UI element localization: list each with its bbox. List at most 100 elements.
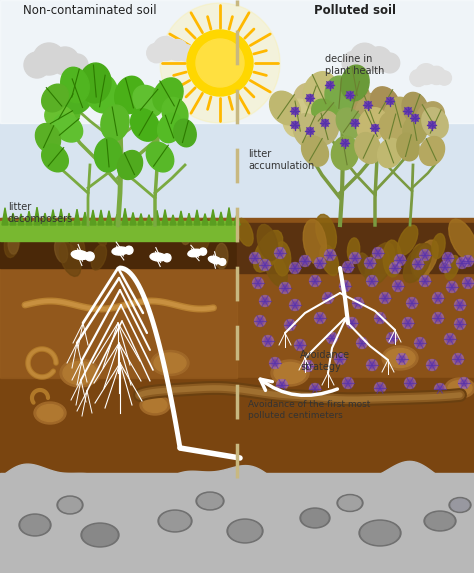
Ellipse shape: [140, 395, 170, 415]
Circle shape: [352, 120, 358, 127]
Circle shape: [257, 318, 263, 324]
Circle shape: [397, 257, 403, 263]
Polygon shape: [384, 97, 412, 133]
Polygon shape: [153, 78, 183, 112]
Polygon shape: [398, 225, 418, 255]
Circle shape: [154, 37, 177, 61]
Circle shape: [442, 264, 448, 270]
Bar: [0, 473, 474, 573]
Ellipse shape: [34, 402, 66, 424]
Bar: [0, 218, 237, 378]
Ellipse shape: [196, 492, 224, 510]
Polygon shape: [181, 223, 192, 245]
Circle shape: [85, 252, 94, 261]
Ellipse shape: [21, 516, 49, 535]
Polygon shape: [34, 207, 40, 225]
Circle shape: [187, 30, 253, 96]
Circle shape: [277, 250, 283, 256]
Circle shape: [356, 337, 367, 348]
Circle shape: [325, 295, 331, 301]
Bar: [0, 218, 474, 478]
Circle shape: [457, 321, 463, 327]
Circle shape: [355, 300, 361, 306]
Circle shape: [461, 380, 467, 386]
Circle shape: [290, 300, 301, 311]
Circle shape: [353, 297, 364, 308]
Polygon shape: [0, 461, 474, 573]
Ellipse shape: [337, 494, 363, 512]
Circle shape: [259, 296, 271, 307]
Ellipse shape: [158, 510, 192, 532]
Circle shape: [276, 379, 288, 391]
Circle shape: [429, 362, 435, 368]
Circle shape: [428, 66, 446, 84]
Ellipse shape: [150, 253, 166, 261]
Circle shape: [404, 378, 416, 388]
Polygon shape: [86, 73, 118, 113]
Polygon shape: [378, 138, 402, 168]
Circle shape: [359, 340, 365, 346]
Polygon shape: [257, 225, 278, 261]
Circle shape: [374, 383, 385, 394]
Circle shape: [167, 40, 188, 61]
Circle shape: [404, 108, 411, 115]
Circle shape: [337, 356, 343, 362]
Polygon shape: [60, 242, 81, 276]
Polygon shape: [312, 99, 338, 127]
Circle shape: [456, 257, 467, 269]
Ellipse shape: [81, 523, 119, 547]
Circle shape: [342, 283, 348, 289]
Ellipse shape: [426, 512, 454, 529]
Polygon shape: [18, 214, 24, 225]
Circle shape: [447, 336, 453, 342]
Ellipse shape: [63, 362, 97, 384]
Circle shape: [365, 257, 375, 269]
Polygon shape: [316, 214, 337, 252]
Polygon shape: [162, 210, 168, 225]
Circle shape: [317, 315, 323, 321]
Circle shape: [366, 47, 392, 72]
Circle shape: [346, 317, 357, 328]
Polygon shape: [383, 240, 401, 277]
Circle shape: [24, 52, 50, 78]
Polygon shape: [82, 212, 88, 225]
Circle shape: [51, 47, 79, 75]
Polygon shape: [101, 105, 129, 141]
Circle shape: [427, 359, 438, 371]
Text: Polluted soil: Polluted soil: [314, 3, 396, 17]
Circle shape: [367, 260, 373, 266]
Polygon shape: [36, 124, 61, 152]
Circle shape: [322, 292, 334, 304]
Circle shape: [345, 380, 351, 386]
Ellipse shape: [229, 520, 261, 541]
Text: Avoidance of the first most
polluted centimeters: Avoidance of the first most polluted cen…: [248, 401, 370, 419]
Polygon shape: [270, 91, 301, 125]
Ellipse shape: [83, 524, 117, 545]
Circle shape: [321, 120, 328, 127]
Circle shape: [279, 382, 285, 388]
Circle shape: [390, 262, 401, 273]
Polygon shape: [114, 214, 120, 225]
Polygon shape: [293, 84, 327, 123]
Polygon shape: [293, 113, 323, 148]
Circle shape: [147, 43, 166, 63]
Polygon shape: [50, 91, 80, 125]
Circle shape: [386, 97, 393, 104]
Circle shape: [392, 265, 398, 271]
Polygon shape: [45, 104, 75, 131]
Polygon shape: [50, 210, 56, 225]
Circle shape: [252, 255, 258, 261]
Circle shape: [457, 302, 463, 308]
Circle shape: [262, 262, 268, 268]
Polygon shape: [264, 250, 287, 286]
Circle shape: [445, 333, 456, 344]
Polygon shape: [63, 76, 93, 113]
Circle shape: [380, 53, 400, 73]
Text: litter
decomposers: litter decomposers: [8, 202, 73, 224]
Circle shape: [382, 295, 388, 301]
Ellipse shape: [274, 363, 306, 383]
Polygon shape: [218, 212, 224, 225]
Circle shape: [374, 312, 385, 324]
Polygon shape: [432, 233, 445, 258]
Circle shape: [389, 335, 395, 341]
